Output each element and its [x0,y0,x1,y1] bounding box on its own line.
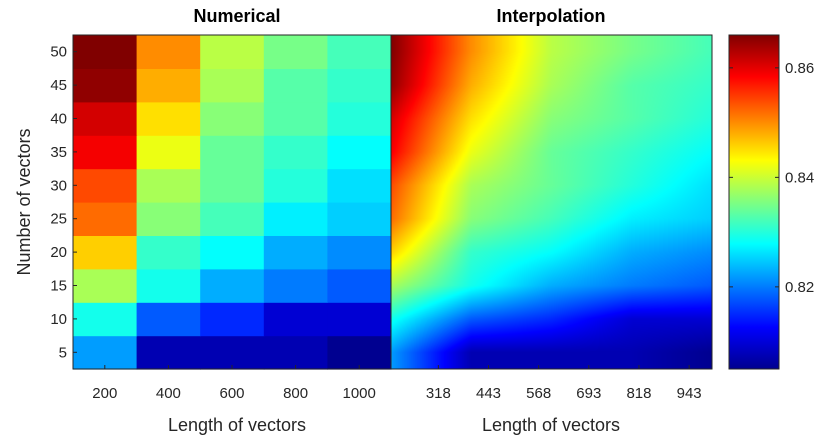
colorbar-tick-label: 0.84 [785,169,814,186]
heatmap-cell [327,101,392,136]
heatmap-cell [327,68,392,103]
numerical-title: Numerical [193,6,280,26]
heatmap-cell [263,235,328,270]
heatmap-cell [263,35,328,69]
heatmap-cell [136,101,201,136]
heatmap-cell [200,202,265,236]
heatmap-cell [327,135,392,170]
y-tick-label: 35 [50,144,67,161]
interpolation-heatmap [391,35,712,369]
colorbar-tick-label: 0.82 [785,279,814,296]
heatmap-cell [136,335,201,370]
heatmap-cell [200,68,265,103]
heatmap-cell [327,235,392,270]
heatmap-cell [73,268,138,303]
heatmap-cell [136,168,201,203]
heatmap-cell [263,268,328,303]
heatmap-cell [73,168,138,203]
heatmap-cell [327,168,392,203]
heatmap-cell [200,302,265,337]
x-tick-label: 443 [476,385,501,402]
heatmap-cell [136,202,201,236]
numerical-heatmap [73,35,392,370]
heatmap-cell [73,135,138,170]
y-tick-label: 25 [50,211,67,228]
heatmap-cell [327,202,392,236]
heatmap-cell [136,35,201,69]
interpolation-axes-frame [390,34,713,370]
colorbar-ticks: 0.82 0.84 0.86 [729,60,814,296]
x-tick-label: 943 [677,385,702,402]
y-axis-label: Number of vectors [14,128,34,275]
heatmap-cell [136,268,201,303]
heatmap-cell [73,335,138,370]
heatmap-cell [327,335,392,370]
colorbar [728,34,780,370]
y-tick-label: 15 [50,278,67,295]
heatmap-cell [327,268,392,303]
x-tick-label: 600 [219,385,244,402]
heatmap-cell [73,35,138,69]
x-tick-label: 568 [526,385,551,402]
y-tick-label: 10 [50,311,67,328]
heatmap-cell [200,101,265,136]
numerical-y-ticks: 5 10 15 20 25 30 35 40 45 50 [50,44,77,361]
heatmap-cell [263,135,328,170]
heatmap-cell [200,168,265,203]
y-tick-label: 45 [50,77,67,94]
numerical-x-ticks: 200 400 600 800 1000 [92,365,376,402]
heatmap-cell [200,35,265,69]
x-tick-label: 400 [156,385,181,402]
heatmap-cell [200,135,265,170]
heatmap-cell [136,235,201,270]
y-tick-label: 20 [50,244,67,261]
heatmap-cell [327,35,392,69]
x-tick-label: 1000 [343,385,376,402]
heatmap-cell [73,68,138,103]
y-tick-label: 30 [50,177,67,194]
heatmap-cell [136,68,201,103]
interpolation-x-ticks: 318 443 568 693 818 943 [426,365,702,402]
heatmap-cell [263,168,328,203]
heatmap-cell [263,335,328,370]
heatmap-cell [263,302,328,337]
heatmap-cell [200,235,265,270]
interpolation-x-axis-label: Length of vectors [482,415,620,435]
heatmap-cell [73,235,138,270]
colorbar-tick-label: 0.86 [785,60,814,77]
heatmap-cell [73,202,138,236]
heatmap-cell [327,302,392,337]
y-tick-label: 5 [59,344,67,361]
heatmap-cell [136,302,201,337]
x-tick-label: 693 [576,385,601,402]
x-tick-label: 818 [626,385,651,402]
heatmap-cell [200,335,265,370]
heatmap-cell [263,68,328,103]
x-tick-label: 318 [426,385,451,402]
heatmap-cell [200,268,265,303]
x-tick-label: 200 [92,385,117,402]
numerical-x-axis-label: Length of vectors [168,415,306,435]
heatmap-cell [263,101,328,136]
heatmap-cell [136,135,201,170]
y-tick-label: 40 [50,111,67,128]
heatmap-cell [73,302,138,337]
y-tick-label: 50 [50,44,67,61]
heatmap-cell [263,202,328,236]
heatmap-cell [73,101,138,136]
interpolation-title: Interpolation [497,6,606,26]
x-tick-label: 800 [283,385,308,402]
